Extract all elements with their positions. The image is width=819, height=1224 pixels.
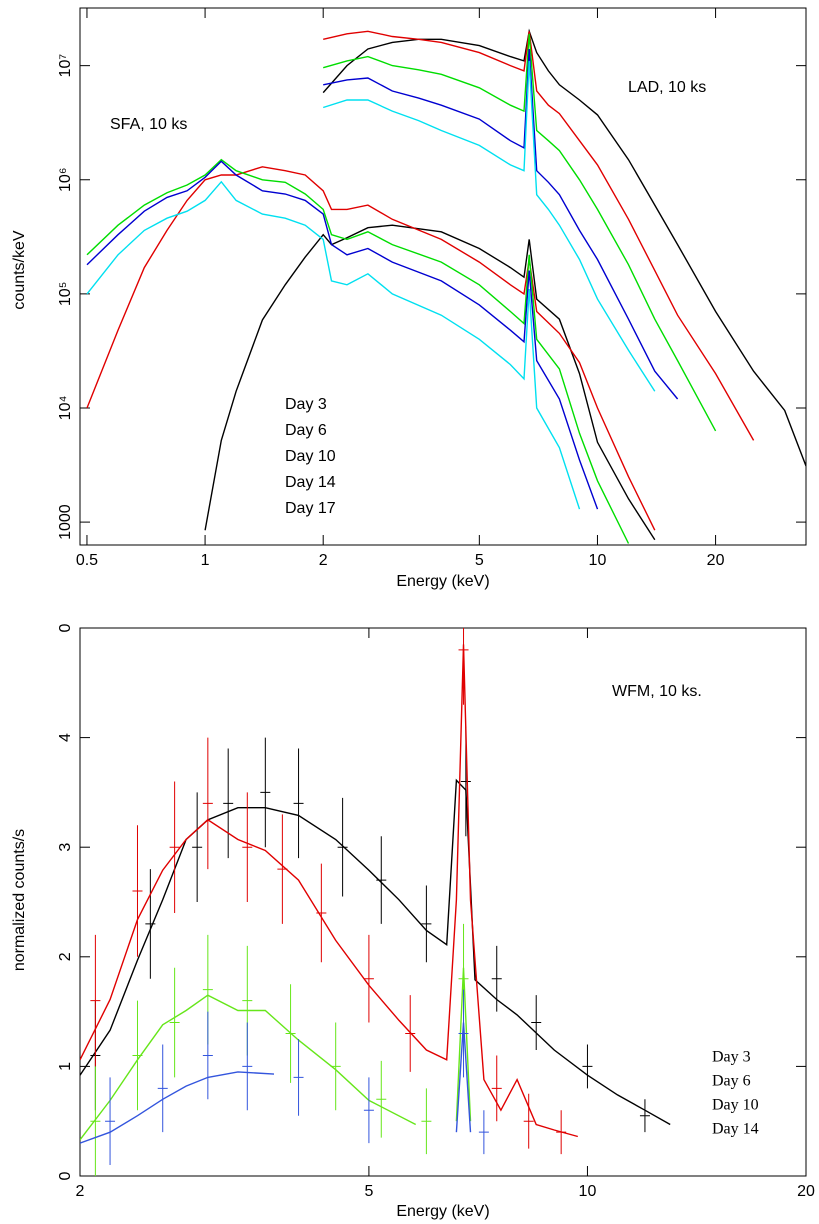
model-line xyxy=(80,644,578,1138)
legend-entry: Day 6 xyxy=(712,1073,751,1090)
y-tick-label: 4 xyxy=(57,733,74,742)
data-point xyxy=(202,737,213,870)
model-line xyxy=(80,967,472,1141)
y-tick-label: 0 xyxy=(57,1171,74,1180)
x-tick-label: 10 xyxy=(579,1183,597,1200)
y-tick-label: 10⁶ xyxy=(57,168,74,192)
lad-spectrum xyxy=(323,30,755,441)
legend-entry: Day 14 xyxy=(712,1121,759,1138)
data-point xyxy=(337,797,348,897)
y-tick-label: 1000 xyxy=(57,504,74,540)
data-point xyxy=(90,934,101,1067)
data-point xyxy=(242,792,253,902)
data-point xyxy=(421,1088,432,1155)
x-tick-label: 2 xyxy=(319,552,328,569)
y-axis-label: normalized counts/s xyxy=(11,829,28,971)
x-tick-label: 20 xyxy=(707,552,725,569)
annotation: LAD, 10 ks xyxy=(628,79,706,96)
data-point xyxy=(90,1066,101,1176)
legend-entry: Day 3 xyxy=(712,1049,751,1066)
data-point xyxy=(260,737,271,848)
lad-spectrum xyxy=(323,48,679,400)
data-point xyxy=(293,1039,304,1116)
x-tick-label: 1 xyxy=(201,552,210,569)
x-tick-label: 10 xyxy=(589,552,607,569)
data-point xyxy=(531,995,542,1050)
data-point xyxy=(169,967,180,1078)
data-point xyxy=(478,1110,489,1155)
y-tick-label: 10⁴ xyxy=(57,396,74,421)
x-tick-label: 2 xyxy=(76,1183,85,1200)
sfa-spectrum xyxy=(86,158,630,544)
y-tick-label: 2 xyxy=(57,952,74,961)
model-line xyxy=(80,1022,472,1144)
x-tick-label: 0.5 xyxy=(76,552,98,569)
data-point xyxy=(223,748,234,859)
x-axis-label: Energy (keV) xyxy=(396,1203,489,1220)
y-tick-label: 1 xyxy=(57,1062,74,1071)
y-tick-label: 10⁷ xyxy=(57,54,74,78)
y-tick-label: 0 xyxy=(57,623,74,632)
sfa-spectrum xyxy=(86,160,599,510)
legend-entry: Day 14 xyxy=(285,474,336,491)
data-point xyxy=(169,781,180,913)
y-tick-label: 10⁵ xyxy=(57,282,74,306)
legend-entry: Day 6 xyxy=(285,422,327,439)
plot-frame xyxy=(79,627,807,1177)
data-point xyxy=(376,836,387,924)
x-tick-label: 5 xyxy=(364,1183,373,1200)
data-point xyxy=(105,1077,116,1166)
lad-spectrum xyxy=(322,60,656,392)
plot-area xyxy=(86,28,806,544)
data-point xyxy=(132,825,143,957)
sfa-spectrum xyxy=(204,224,656,541)
x-tick-label: 20 xyxy=(797,1183,815,1200)
legend-entry: Day 17 xyxy=(285,500,336,517)
legend-entry: Day 10 xyxy=(285,448,336,465)
lad-spectrum xyxy=(323,33,717,432)
data-point xyxy=(242,1022,253,1111)
data-point xyxy=(363,1077,374,1144)
lad-spectrum xyxy=(322,28,806,467)
data-point xyxy=(145,869,156,979)
y-tick-label: 3 xyxy=(57,843,74,852)
data-point xyxy=(491,1055,502,1122)
sfa-spectrum xyxy=(86,180,581,510)
plot-area xyxy=(80,628,671,1176)
legend-entry: Day 3 xyxy=(285,396,327,413)
data-point xyxy=(523,1093,534,1149)
x-axis-label: Energy (keV) xyxy=(396,573,489,590)
data-point xyxy=(639,1099,650,1133)
data-point xyxy=(293,748,304,859)
x-tick-label: 5 xyxy=(475,552,484,569)
data-point xyxy=(421,885,432,963)
data-point xyxy=(363,934,374,1023)
legend-entry: Day 10 xyxy=(712,1097,759,1114)
annotation: SFA, 10 ks xyxy=(110,116,187,133)
sfa-spectrum xyxy=(86,166,656,531)
plot-frame xyxy=(79,7,807,546)
data-point xyxy=(202,1011,213,1100)
data-point xyxy=(192,792,203,902)
data-point xyxy=(376,1060,387,1138)
annotation: WFM, 10 ks. xyxy=(612,683,702,700)
y-axis-label: counts/keV xyxy=(11,230,28,309)
model-line xyxy=(80,778,671,1126)
data-point xyxy=(582,1044,593,1089)
data-point xyxy=(491,945,502,1012)
data-point xyxy=(316,863,327,963)
data-point xyxy=(157,1044,168,1133)
